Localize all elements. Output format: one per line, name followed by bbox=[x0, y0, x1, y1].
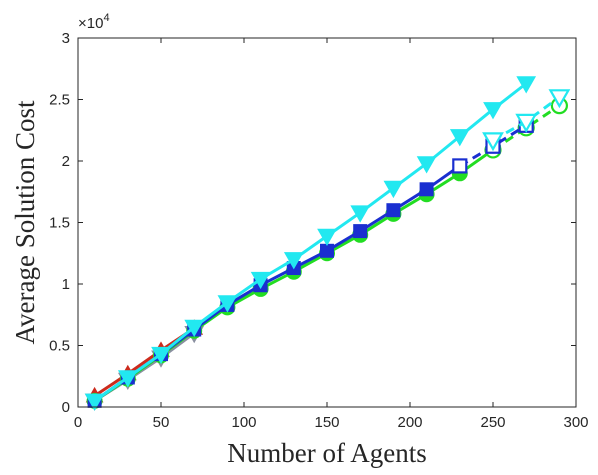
series-6-point-1 bbox=[117, 370, 138, 388]
series-6-point-4 bbox=[217, 295, 238, 313]
x-tick-label: 250 bbox=[480, 414, 505, 431]
series-6-point-5 bbox=[250, 271, 271, 290]
series-6-point-12 bbox=[483, 102, 503, 120]
x-tick-label: 0 bbox=[74, 414, 82, 431]
series-4-point-7 bbox=[320, 243, 334, 258]
series-6-point-7 bbox=[317, 228, 337, 247]
y-tick-label: 1 bbox=[62, 276, 70, 293]
series-4-point-10 bbox=[419, 182, 434, 197]
y-axis-label: Average Solution Cost bbox=[10, 100, 40, 344]
y-tick-label: 0.5 bbox=[49, 338, 70, 355]
series-7-point-2 bbox=[548, 89, 571, 109]
series-6-point-6 bbox=[283, 252, 304, 270]
series-7 bbox=[482, 89, 571, 152]
series-6-point-11 bbox=[449, 129, 470, 147]
x-axis-label: Number of Agents bbox=[227, 438, 426, 468]
series-5-point-0 bbox=[452, 158, 468, 174]
x-tick-label: 300 bbox=[563, 414, 588, 431]
series-6-point-13 bbox=[516, 76, 537, 94]
series-6-point-9 bbox=[383, 180, 404, 199]
series-7-point-1 bbox=[515, 113, 538, 133]
series-4-point-9 bbox=[386, 203, 401, 218]
x-tick-label: 200 bbox=[397, 414, 422, 431]
y-tick-label: 2 bbox=[62, 153, 70, 170]
y-tick-label: 3 bbox=[62, 30, 70, 47]
series-3-line bbox=[492, 104, 561, 152]
x-tick-label: 150 bbox=[314, 414, 339, 431]
series-7-point-0 bbox=[482, 132, 504, 152]
y-tick-label: 1.5 bbox=[49, 215, 70, 232]
plot-area bbox=[84, 76, 571, 411]
series-6-point-0 bbox=[84, 393, 105, 411]
series-6-point-2 bbox=[151, 346, 171, 365]
x-tick-label: 100 bbox=[231, 414, 256, 431]
y-axis-exponent: ×104 bbox=[78, 12, 110, 32]
series-6-point-10 bbox=[416, 156, 437, 174]
y-tick-label: 0 bbox=[62, 399, 70, 416]
series-6-point-8 bbox=[350, 205, 371, 223]
series-6 bbox=[84, 76, 537, 411]
series-6-point-3 bbox=[184, 319, 205, 338]
y-tick-label: 2.5 bbox=[49, 92, 70, 109]
axis-ticks: 0 50 100 150 200 250 300 0 0.5 1 1.5 2 2.5 3 bbox=[49, 30, 588, 431]
x-tick-label: 50 bbox=[153, 414, 170, 431]
series-4-point-8 bbox=[353, 224, 368, 239]
